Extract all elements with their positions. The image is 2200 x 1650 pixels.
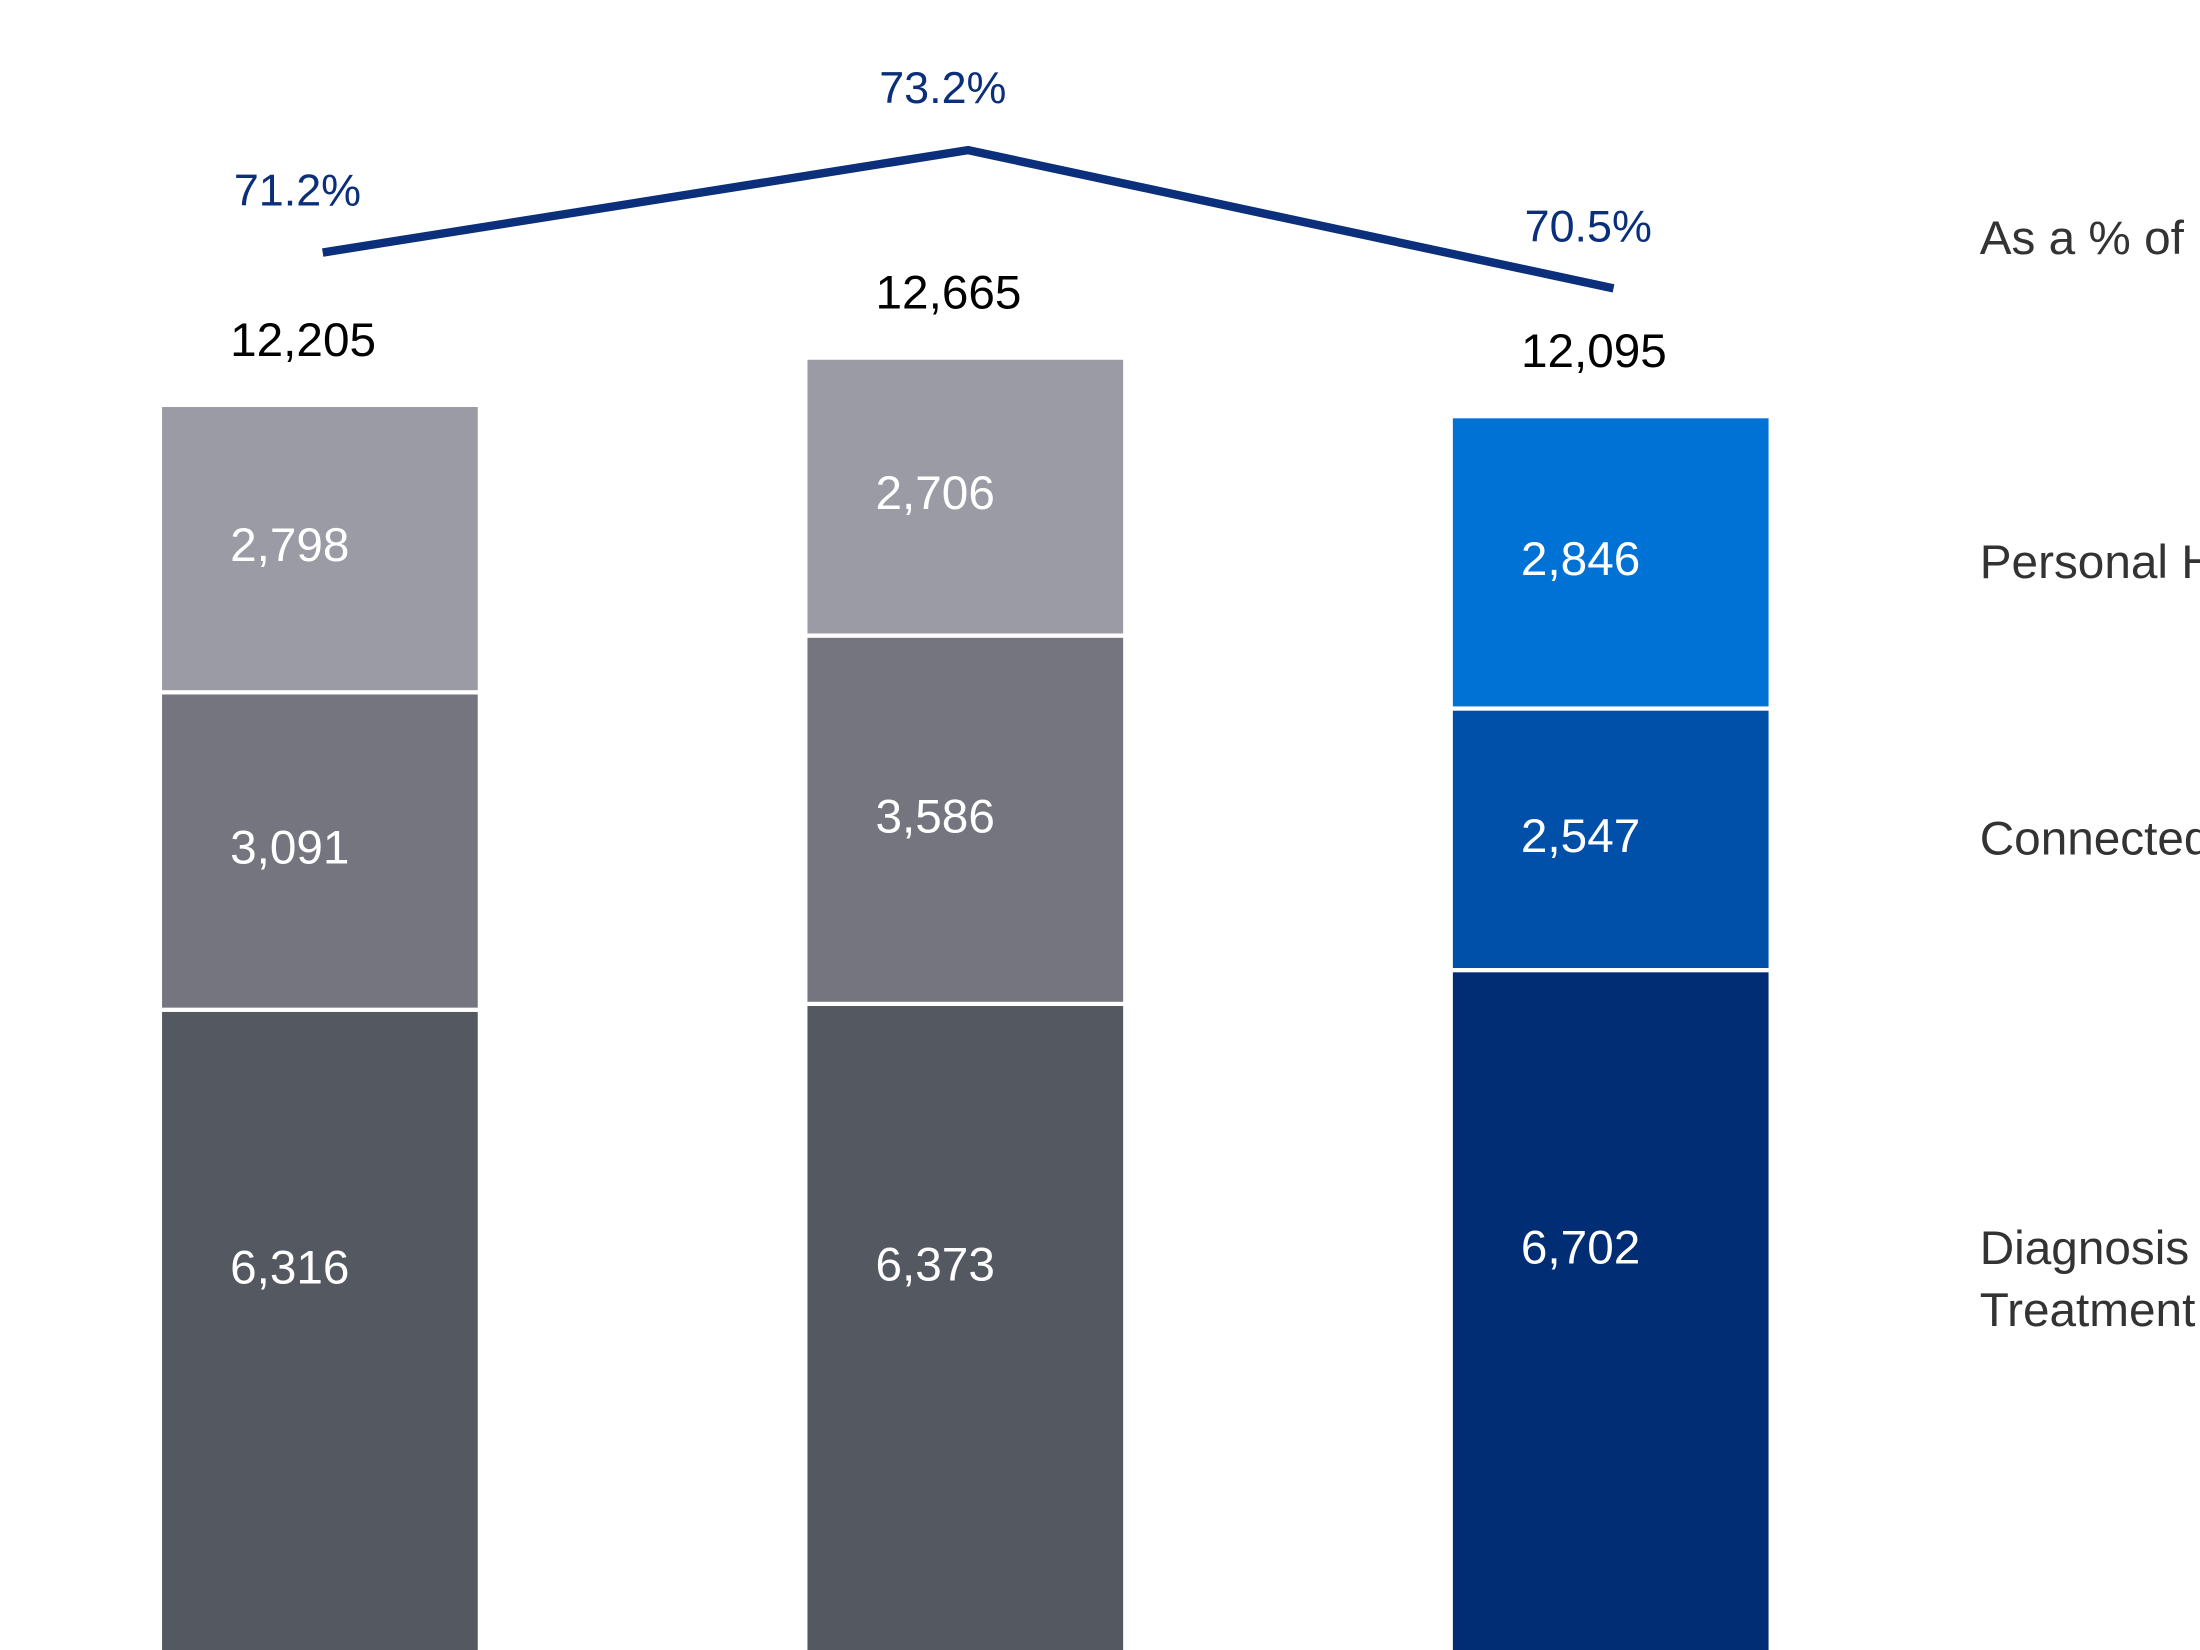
segment-label: 3,091 bbox=[230, 822, 349, 875]
ratio-line bbox=[322, 145, 1615, 293]
ratio-label: 70.5% bbox=[1525, 200, 1652, 251]
bar-segment bbox=[157, 1007, 482, 1650]
segment-label: 2,846 bbox=[1521, 533, 1640, 586]
bar-segment bbox=[1448, 414, 1773, 711]
legend-item: Connected bbox=[1979, 812, 2200, 866]
segment-label: 2,798 bbox=[230, 519, 349, 572]
legend-item: Diagnosis Treatment bbox=[1979, 1221, 2196, 1337]
total-label: 12,205 bbox=[230, 314, 376, 367]
legend-label: Personal H bbox=[1979, 535, 2200, 590]
segment-label: 2,547 bbox=[1521, 810, 1640, 863]
segment-label: 6,316 bbox=[230, 1242, 349, 1295]
legend-item: As a % of bbox=[1979, 211, 2184, 266]
segment-label: 3,586 bbox=[876, 790, 995, 843]
total-label: 12,665 bbox=[876, 267, 1022, 320]
bar-segment bbox=[1448, 706, 1773, 973]
segment-label: 6,702 bbox=[1521, 1222, 1640, 1275]
bar-segment bbox=[803, 1001, 1128, 1650]
legend-label: Diagnosis Treatment bbox=[1979, 1221, 2196, 1337]
legend-label: Connected bbox=[1979, 812, 2200, 866]
segment-label: 2,706 bbox=[876, 467, 995, 520]
legend-label: As a % of bbox=[1979, 211, 2184, 266]
segment-label: 6,373 bbox=[876, 1239, 995, 1292]
legend-item: Personal H bbox=[1979, 535, 2200, 590]
bar-segment bbox=[803, 355, 1128, 638]
ratio-label: 73.2% bbox=[879, 62, 1006, 113]
total-label: 12,095 bbox=[1521, 325, 1667, 378]
bar-segment bbox=[1448, 967, 1773, 1650]
bar-segment bbox=[157, 402, 482, 695]
ratio-label: 71.2% bbox=[234, 164, 361, 215]
bar-segment bbox=[157, 690, 482, 1012]
